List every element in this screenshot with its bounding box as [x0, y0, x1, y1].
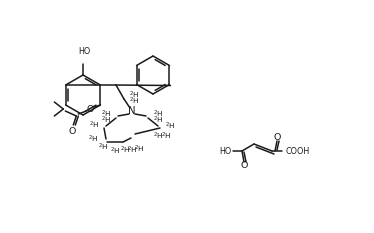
Text: O: O: [273, 133, 281, 141]
Text: $^{2}$H: $^{2}$H: [88, 133, 98, 145]
Text: HO: HO: [78, 47, 90, 56]
Text: $^{2}$H: $^{2}$H: [165, 120, 175, 132]
Text: COOH: COOH: [286, 147, 310, 155]
Text: $^{2}$H: $^{2}$H: [134, 143, 144, 155]
Text: O: O: [69, 127, 76, 137]
Text: $^{2}$H: $^{2}$H: [153, 130, 163, 142]
Text: $^{2}$H: $^{2}$H: [110, 145, 120, 157]
Text: N: N: [128, 106, 136, 116]
Text: $^{2}$H: $^{2}$H: [98, 141, 108, 153]
Text: $^{2}$H: $^{2}$H: [127, 144, 137, 156]
Text: $^{2}$H: $^{2}$H: [120, 144, 130, 156]
Text: $^{2}$H: $^{2}$H: [101, 114, 111, 126]
Text: HO: HO: [220, 147, 232, 155]
Text: $^{2}$H: $^{2}$H: [129, 89, 140, 101]
Text: $^{2}$H: $^{2}$H: [153, 114, 163, 126]
Text: O: O: [240, 161, 248, 171]
Text: $^{2}$H: $^{2}$H: [153, 108, 163, 120]
Text: $^{2}$H: $^{2}$H: [89, 119, 99, 131]
Text: $^{2}$H: $^{2}$H: [129, 95, 140, 107]
Text: $^{2}$H: $^{2}$H: [161, 130, 171, 142]
Text: $^{2}$H: $^{2}$H: [101, 108, 111, 120]
Text: O: O: [87, 104, 94, 113]
